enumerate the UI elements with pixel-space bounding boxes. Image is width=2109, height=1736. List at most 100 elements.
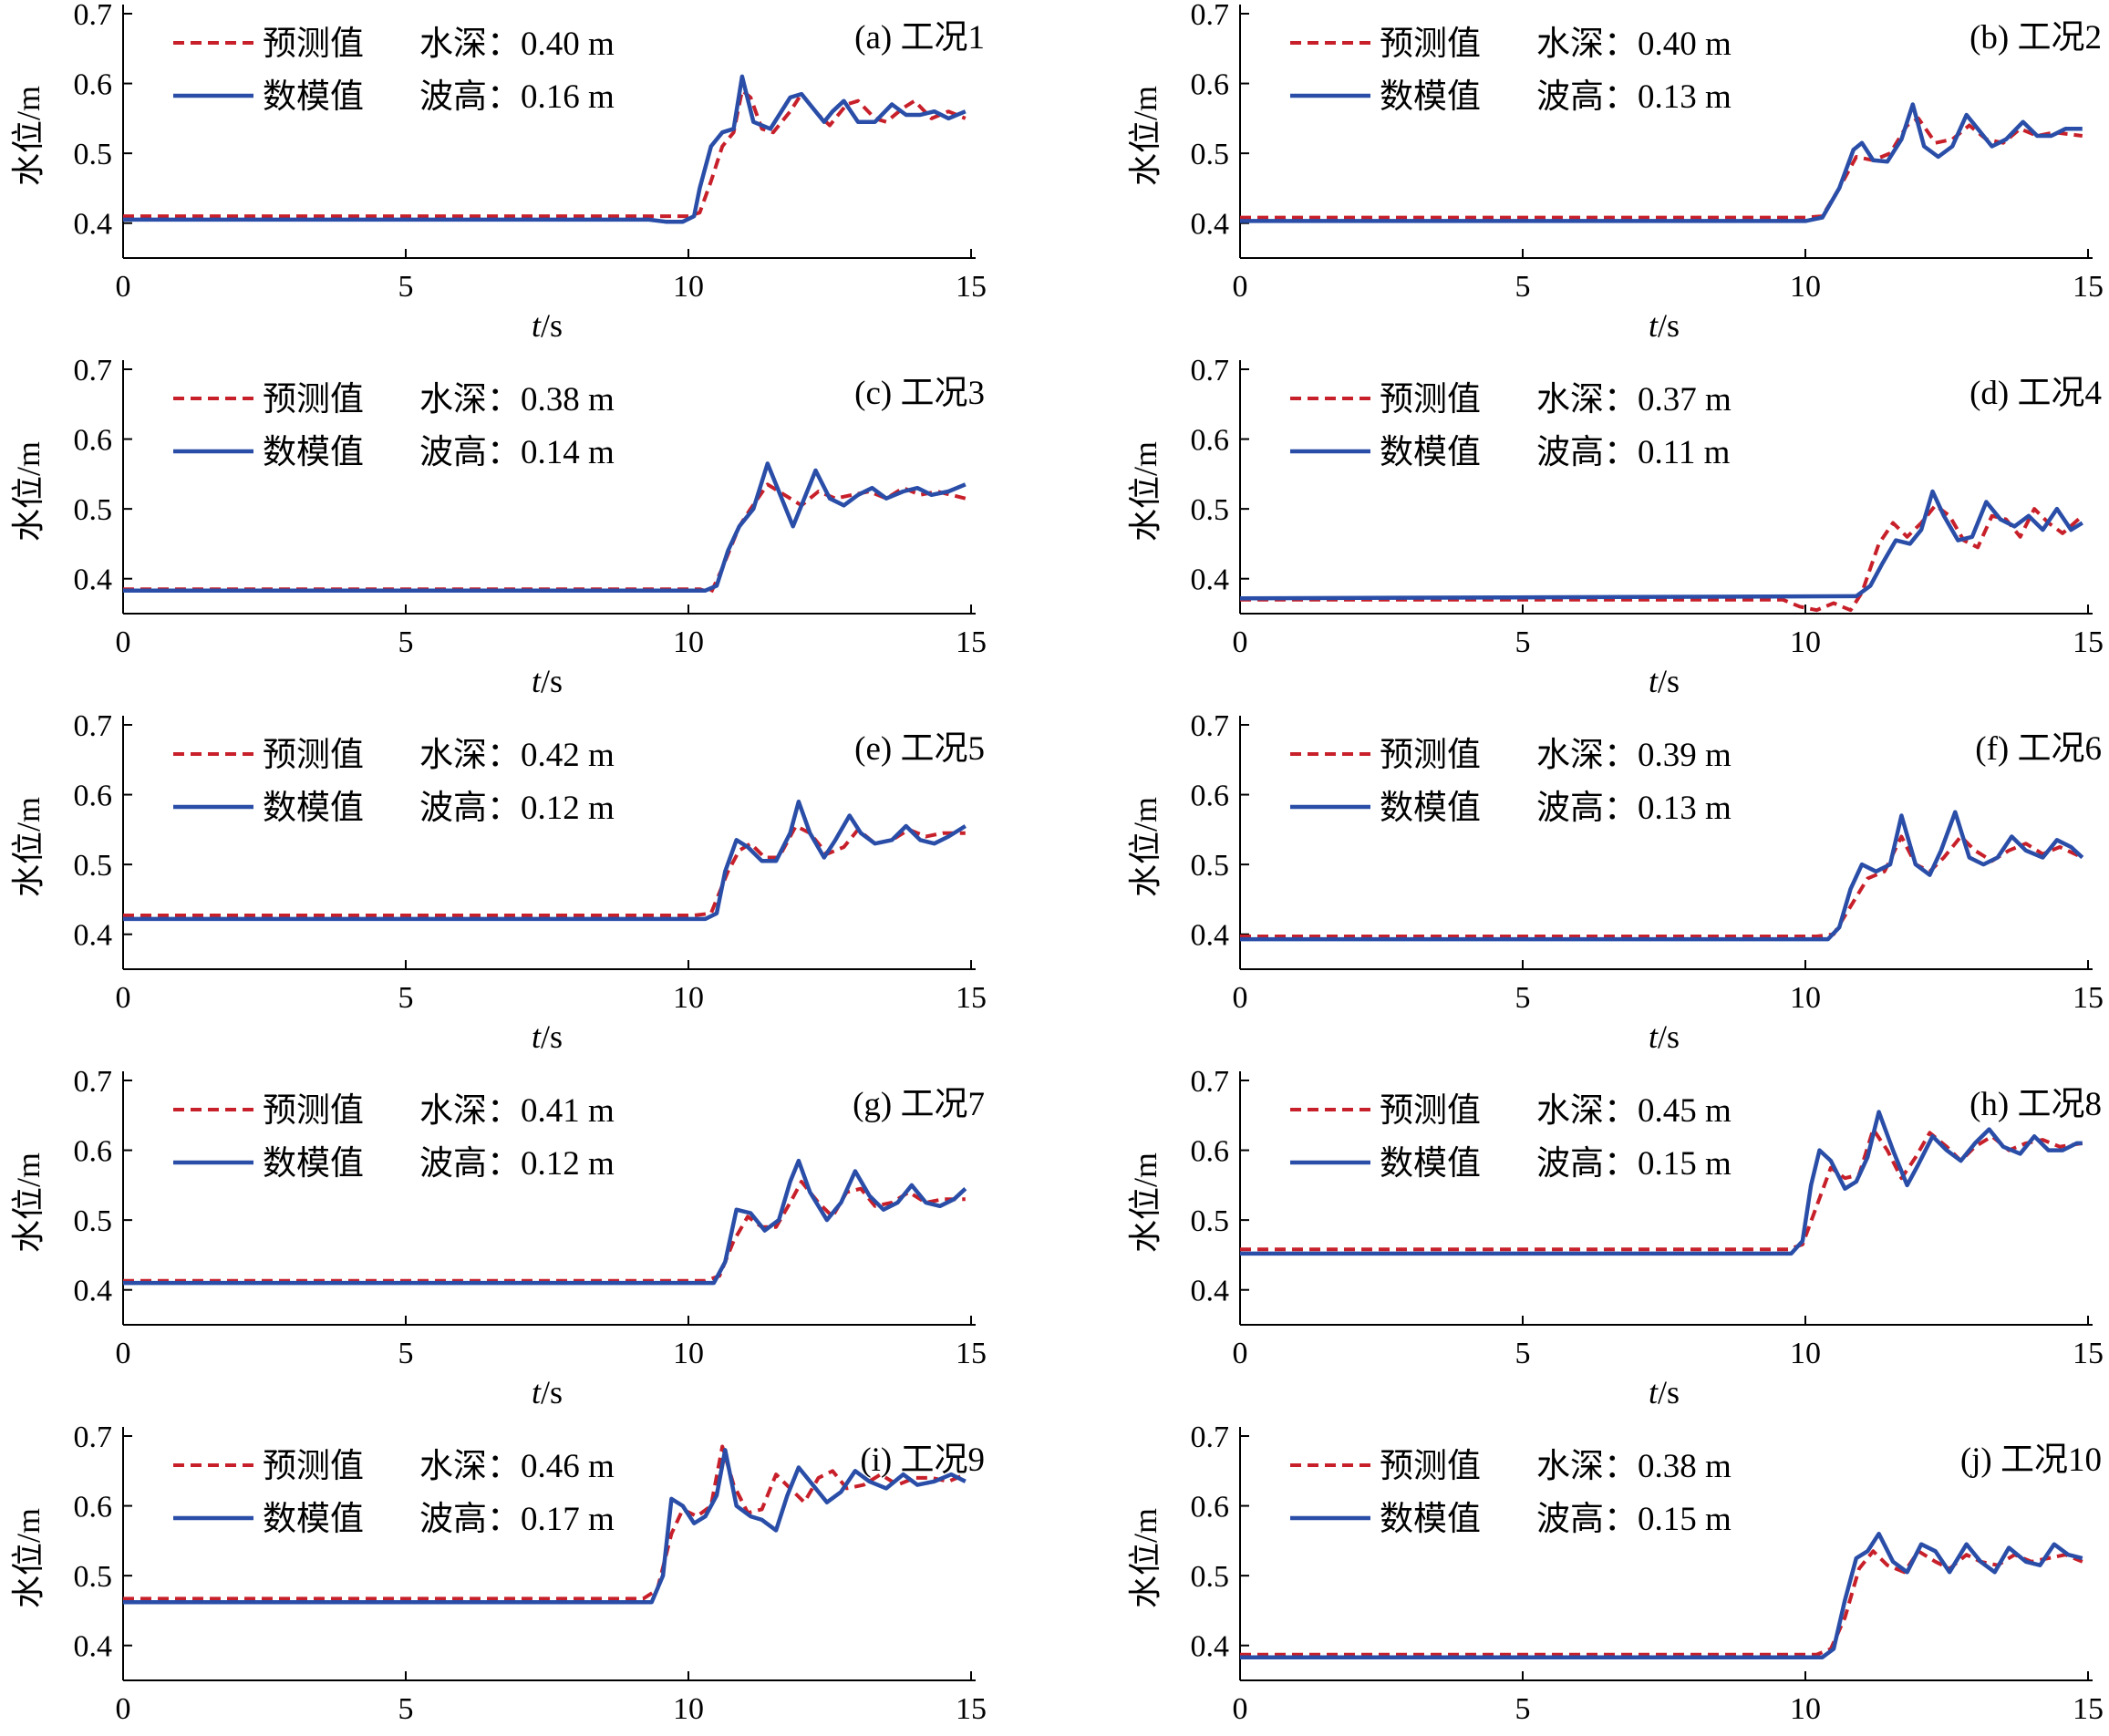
legend-label-predicted: 预测值 — [1380, 1448, 1481, 1485]
x-tick-label: 15 — [2073, 1337, 2104, 1370]
subplot-title: (f) 工况6 — [1975, 730, 2102, 768]
y-tick-label: 0.5 — [1191, 1204, 1230, 1238]
subplot-title: (e) 工况5 — [854, 730, 985, 768]
wave-height-annotation: 波高：0.11 m — [1536, 433, 1731, 471]
y-tick-label: 0.5 — [1191, 849, 1230, 883]
x-axis-label: t/s — [1649, 663, 1680, 699]
y-tick-label: 0.5 — [74, 493, 113, 527]
y-axis-label: 水位/m — [10, 86, 47, 186]
y-tick-label: 0.7 — [1191, 1065, 1230, 1099]
x-tick-label: 10 — [673, 270, 704, 304]
x-axis-label: t/s — [1649, 1018, 1680, 1055]
y-tick-label: 0.7 — [74, 0, 113, 32]
legend-label-numerical: 数模值 — [263, 1144, 364, 1183]
y-tick-label: 0.4 — [74, 563, 113, 597]
y-tick-label: 0.7 — [1191, 1421, 1230, 1454]
x-tick-label: 5 — [398, 625, 414, 659]
y-axis-label: 水位/m — [10, 1152, 47, 1253]
x-tick-label: 0 — [1233, 1337, 1248, 1370]
legend-label-numerical: 数模值 — [1380, 433, 1481, 471]
x-tick-label: 0 — [1233, 270, 1248, 304]
y-tick-label: 0.4 — [1191, 563, 1230, 597]
y-tick-label: 0.5 — [74, 849, 113, 883]
x-tick-label: 5 — [1515, 1692, 1531, 1726]
y-tick-label: 0.6 — [1191, 1135, 1230, 1169]
wave-height-annotation: 波高：0.12 m — [419, 1144, 615, 1183]
x-tick-label: 0 — [116, 270, 131, 304]
y-tick-label: 0.5 — [1191, 138, 1230, 171]
subplot-title: (i) 工况9 — [860, 1442, 985, 1479]
y-tick-label: 0.5 — [1191, 493, 1230, 527]
y-tick-label: 0.7 — [74, 354, 113, 388]
x-tick-label: 15 — [956, 981, 987, 1015]
depth-annotation: 水深：0.46 m — [419, 1448, 615, 1485]
legend-label-numerical: 数模值 — [263, 1500, 364, 1538]
y-tick-label: 0.4 — [74, 919, 113, 953]
series-line-predicted — [123, 482, 967, 594]
y-tick-label: 0.4 — [1191, 1630, 1230, 1664]
depth-annotation: 水深：0.45 m — [1536, 1092, 1732, 1130]
y-tick-label: 0.6 — [1191, 424, 1230, 458]
y-tick-label: 0.7 — [74, 1065, 113, 1099]
legend-label-predicted: 预测值 — [263, 737, 364, 774]
x-axis-label: t/s — [532, 1374, 563, 1410]
legend-label-predicted: 预测值 — [263, 1092, 364, 1130]
x-tick-label: 10 — [673, 981, 704, 1015]
wave-height-annotation: 波高：0.17 m — [419, 1500, 615, 1538]
y-axis-label: 水位/m — [10, 1508, 47, 1608]
x-tick-label: 15 — [956, 1337, 987, 1370]
x-tick-label: 0 — [1233, 981, 1248, 1015]
x-tick-label: 5 — [1515, 270, 1531, 304]
legend-label-numerical: 数模值 — [263, 433, 364, 471]
legend-label-predicted: 预测值 — [1380, 737, 1481, 774]
y-tick-label: 0.4 — [74, 208, 113, 242]
depth-annotation: 水深：0.41 m — [419, 1092, 615, 1130]
x-tick-label: 0 — [116, 981, 131, 1015]
wave-height-annotation: 波高：0.13 m — [1536, 78, 1732, 116]
x-tick-label: 5 — [398, 1337, 414, 1370]
x-tick-label: 0 — [1233, 1692, 1248, 1726]
series-line-predicted — [1240, 834, 2083, 938]
x-axis-label: t/s — [1649, 1730, 1680, 1736]
wave-height-annotation: 波高：0.14 m — [419, 433, 615, 471]
y-axis-label: 水位/m — [1127, 1152, 1163, 1253]
x-tick-label: 0 — [1233, 625, 1248, 659]
y-tick-label: 0.7 — [74, 1421, 113, 1454]
series-line-numerical — [1240, 102, 2083, 223]
x-tick-label: 5 — [398, 1692, 414, 1726]
y-tick-label: 0.6 — [74, 1135, 113, 1169]
x-tick-label: 15 — [2073, 625, 2104, 659]
y-tick-label: 0.4 — [1191, 919, 1230, 953]
legend-label-numerical: 数模值 — [1380, 789, 1481, 827]
legend-label-numerical: 数模值 — [1380, 78, 1481, 116]
x-axis-label: t/s — [532, 307, 563, 344]
series-line-predicted — [1240, 1549, 2083, 1657]
x-tick-label: 0 — [116, 625, 131, 659]
x-tick-label: 10 — [673, 1337, 704, 1370]
wave-height-annotation: 波高：0.12 m — [419, 789, 615, 827]
depth-annotation: 水深：0.40 m — [1536, 26, 1732, 63]
depth-annotation: 水深：0.40 m — [419, 26, 615, 63]
y-axis-label: 水位/m — [1127, 86, 1163, 186]
x-tick-label: 15 — [2073, 270, 2104, 304]
y-tick-label: 0.7 — [74, 709, 113, 743]
y-tick-label: 0.5 — [74, 138, 113, 171]
x-tick-label: 5 — [1515, 625, 1531, 659]
y-axis-label: 水位/m — [1127, 797, 1163, 897]
depth-annotation: 水深：0.42 m — [419, 737, 615, 774]
y-tick-label: 0.5 — [74, 1560, 113, 1594]
x-tick-label: 0 — [116, 1692, 131, 1726]
legend-label-numerical: 数模值 — [263, 789, 364, 827]
wave-height-annotation: 波高：0.13 m — [1536, 789, 1732, 827]
x-tick-label: 0 — [116, 1337, 131, 1370]
x-tick-label: 15 — [2073, 1692, 2104, 1726]
y-tick-label: 0.5 — [74, 1204, 113, 1238]
series-line-numerical — [123, 1448, 967, 1605]
x-tick-label: 5 — [1515, 981, 1531, 1015]
y-axis-label: 水位/m — [10, 441, 47, 542]
legend-label-predicted: 预测值 — [263, 1448, 364, 1485]
